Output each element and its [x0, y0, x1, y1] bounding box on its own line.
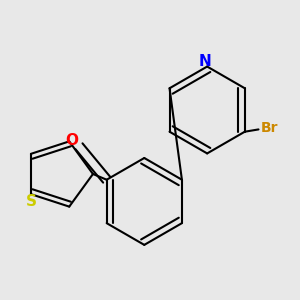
Text: S: S [26, 194, 36, 208]
Text: N: N [199, 55, 211, 70]
Text: Br: Br [261, 121, 278, 135]
Text: O: O [66, 133, 79, 148]
